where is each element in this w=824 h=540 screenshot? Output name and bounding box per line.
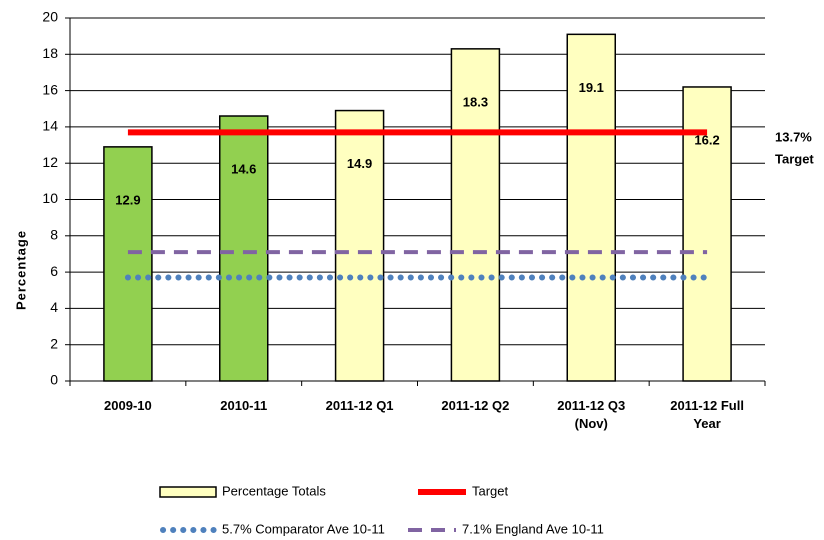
data-label: 14.6 bbox=[231, 161, 256, 176]
y-tick-label: 0 bbox=[50, 372, 58, 388]
data-label: 12.9 bbox=[115, 192, 140, 207]
y-tick-label: 12 bbox=[42, 154, 58, 170]
y-tick-label: 16 bbox=[42, 81, 58, 97]
y-tick-label: 2 bbox=[50, 335, 58, 351]
data-label: 19.1 bbox=[579, 80, 604, 95]
y-tick-label: 6 bbox=[50, 263, 58, 279]
y-tick-label: 4 bbox=[50, 299, 58, 315]
y-tick-label: 14 bbox=[42, 118, 58, 134]
bar bbox=[219, 115, 269, 382]
bar bbox=[103, 146, 153, 382]
bar bbox=[450, 48, 501, 382]
data-label: 14.9 bbox=[347, 156, 372, 171]
x-tick-label: 2010-11 bbox=[220, 398, 268, 413]
data-label: 18.3 bbox=[463, 94, 488, 109]
legend-swatch bbox=[159, 486, 217, 498]
legend-label: 5.7% Comparator Ave 10-11 bbox=[222, 521, 385, 536]
bar bbox=[566, 33, 616, 382]
x-tick-label: 2009-10 bbox=[104, 398, 152, 413]
x-tick-label: 2011-12 Full Year bbox=[670, 398, 744, 431]
legend-label: Percentage Totals bbox=[222, 483, 326, 498]
x-tick-label: 2011-12 Q3 (Nov) bbox=[557, 398, 626, 431]
x-tick-label: 2011-12 Q1 bbox=[325, 398, 394, 413]
x-tick-label: 2011-12 Q2 bbox=[441, 398, 510, 413]
annotation: 13.7% bbox=[775, 129, 812, 144]
y-tick-label: 8 bbox=[50, 227, 58, 243]
data-label: 16.2 bbox=[694, 132, 719, 147]
bar bbox=[334, 109, 385, 382]
legend-label: 7.1% England Ave 10-11 bbox=[462, 521, 604, 536]
y-tick-label: 10 bbox=[42, 190, 58, 206]
y-tick-label: 18 bbox=[42, 45, 58, 61]
y-axis-label: Percentage bbox=[13, 230, 28, 310]
legend-label: Target bbox=[472, 483, 509, 498]
annotation: Target bbox=[775, 151, 814, 166]
bar bbox=[682, 86, 732, 382]
y-tick-label: 20 bbox=[42, 9, 58, 25]
